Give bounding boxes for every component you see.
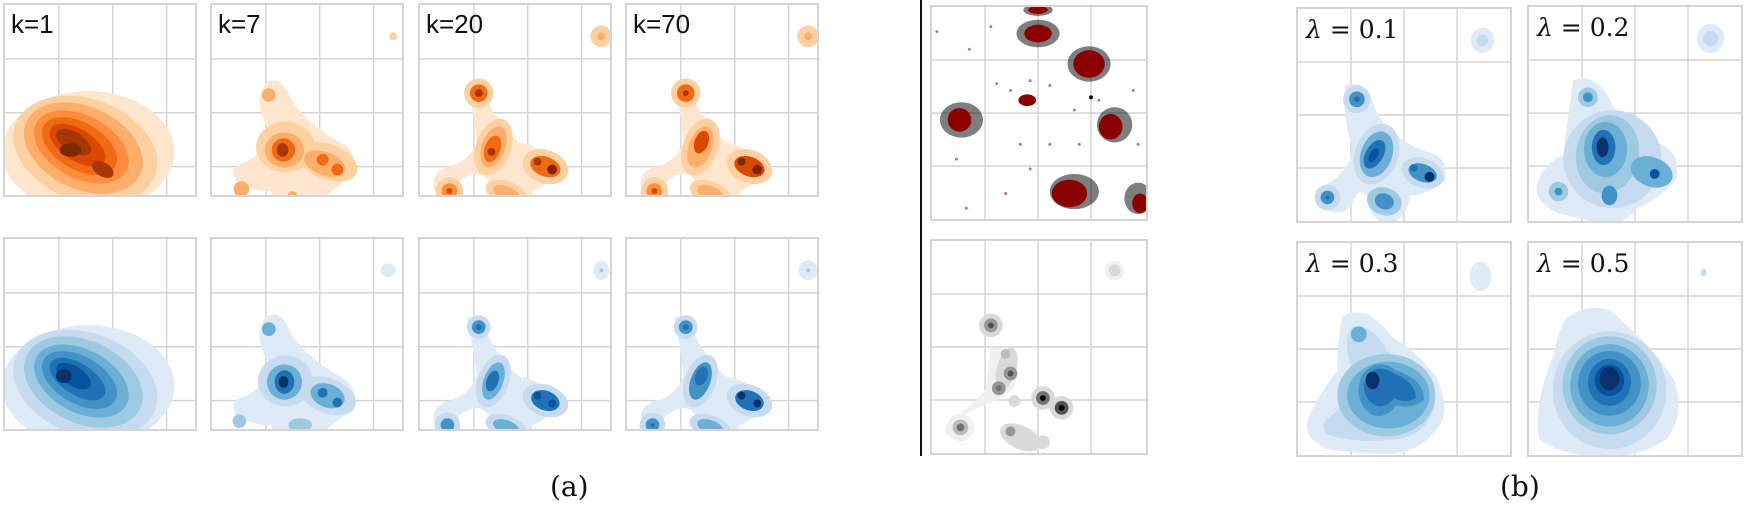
density-plot [1298, 9, 1510, 221]
panel-lambda-0.5: λ = 0.5 [1527, 241, 1743, 457]
density-plot [5, 5, 195, 195]
panel-k70-orange: k=70 [625, 3, 819, 197]
density-plot [212, 5, 402, 195]
panel-true-density [930, 239, 1148, 455]
panel-separator [920, 0, 922, 456]
density-plot [1298, 243, 1510, 455]
panel-label-k70: k=70 [633, 9, 691, 39]
density-plot [5, 239, 195, 429]
scatter-plot [932, 7, 1146, 219]
panel-scatter [930, 5, 1148, 221]
panel-label-k7: k=7 [218, 9, 261, 39]
panel-lambda-0.3: λ = 0.3 [1296, 241, 1512, 457]
panel-label-lambda-0.5: λ = 0.5 [1537, 249, 1630, 278]
caption-b: (b) [1500, 470, 1540, 503]
density-plot [212, 239, 402, 429]
panel-label-k1: k=1 [11, 9, 54, 39]
panel-k70-blue [625, 237, 819, 431]
density-plot [627, 5, 817, 195]
panel-k20-blue [418, 237, 612, 431]
density-plot [932, 241, 1146, 453]
density-plot [420, 5, 610, 195]
panel-lambda-0.1: λ = 0.1 [1296, 7, 1512, 223]
panel-k1-orange: k=1 [3, 3, 197, 197]
panel-label-k20: k=20 [426, 9, 484, 39]
panel-k1-blue [3, 237, 197, 431]
panel-label-lambda-0.1: λ = 0.1 [1306, 15, 1399, 44]
panel-label-lambda-0.2: λ = 0.2 [1537, 13, 1630, 42]
panel-k20-orange: k=20 [418, 3, 612, 197]
panel-k7-blue [210, 237, 404, 431]
density-plot [420, 239, 610, 429]
density-plot [1529, 7, 1741, 221]
density-plot [627, 239, 817, 429]
density-plot [1529, 243, 1741, 455]
panel-lambda-0.2: λ = 0.2 [1527, 5, 1743, 223]
panel-label-lambda-0.3: λ = 0.3 [1306, 249, 1399, 278]
panel-k7-orange: k=7 [210, 3, 404, 197]
caption-a: (a) [550, 470, 589, 503]
